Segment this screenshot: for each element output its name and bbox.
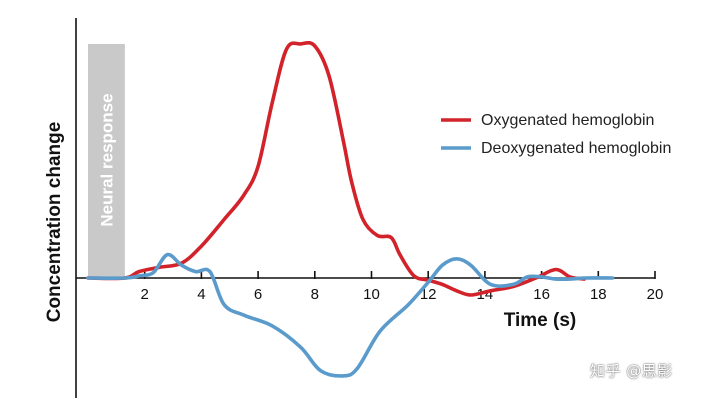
x-tick-label: 10	[363, 286, 380, 303]
legend: Oxygenated hemoglobin Deoxygenated hemog…	[441, 112, 671, 157]
x-tick-label: 18	[590, 286, 607, 303]
x-tick-label: 16	[533, 286, 550, 303]
deoxygenated-hemoglobin-line	[86, 252, 615, 378]
x-tick-label: 12	[420, 286, 437, 303]
x-tick-label: 4	[197, 286, 205, 303]
x-tick-label: 6	[254, 286, 262, 303]
legend-label-oxygenated: Oxygenated hemoglobin	[481, 112, 654, 129]
x-tick-label: 20	[647, 286, 664, 303]
watermark: 知乎 @思影	[590, 362, 673, 380]
neural-response-label: Neural response	[97, 93, 116, 226]
x-tick-label: 8	[311, 286, 319, 303]
x-tick-label: 2	[141, 286, 149, 303]
oxygenated-hemoglobin-line	[86, 40, 586, 297]
legend-label-deoxygenated: Deoxygenated hemoglobin	[481, 140, 671, 157]
neural-response-band	[88, 44, 125, 278]
x-axis-title: Time (s)	[504, 310, 577, 331]
y-axis-title: Concentration change	[44, 122, 65, 323]
